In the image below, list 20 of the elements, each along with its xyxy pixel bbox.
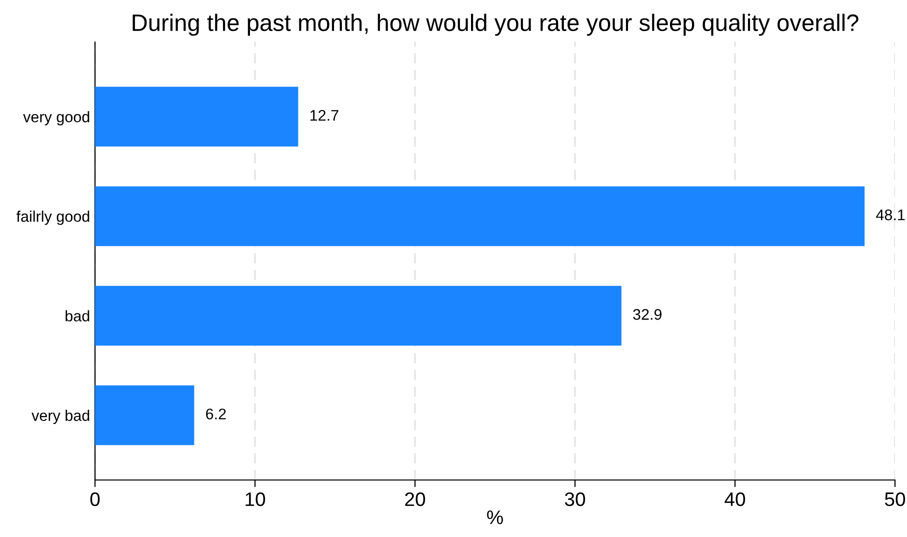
data-label: 6.2 [206,408,226,420]
x-tick-label: 10 [246,492,266,506]
bar [95,385,194,446]
x-tick-label: 40 [724,492,746,506]
y-tick-label: failrly good [16,210,90,225]
y-tick-label: very bad [32,410,90,424]
bar [95,86,298,147]
y-tick-label: very good [23,111,90,126]
chart-title: During the past month, how would you rate your sleep quality overall? [132,14,858,36]
y-tick-label: bad [66,310,90,322]
bar [95,286,622,346]
x-tick-label: 50 [884,492,906,506]
data-label: 12.7 [310,110,338,121]
data-label: 32.9 [633,309,662,320]
x-tick-label: 0 [90,492,100,506]
data-label: 48.1 [876,209,905,220]
bar [95,186,865,246]
x-tick-label: 30 [564,492,586,506]
x-tick-label: 20 [405,492,426,506]
x-axis-title: % [487,510,503,524]
